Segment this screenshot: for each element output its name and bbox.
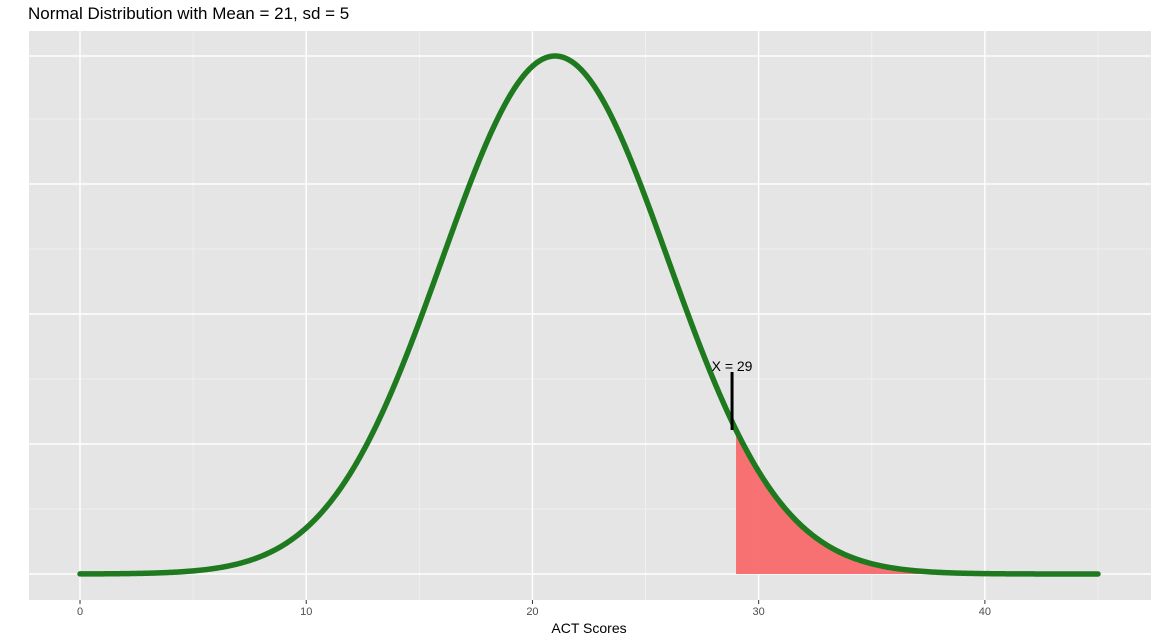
x-axis-title: ACT Scores [551, 620, 626, 636]
density-curve-group [77, 53, 1101, 577]
grid-major [29, 31, 1151, 600]
x-tick-label: 0 [77, 606, 83, 618]
grid-minor [29, 31, 1151, 600]
density-curve [77, 53, 1101, 577]
annotation-group: X = 29 [712, 358, 753, 430]
chart-title: Normal Distribution with Mean = 21, sd =… [28, 4, 350, 23]
x-tick-label: 30 [753, 606, 765, 618]
x-tick-label: 40 [979, 606, 991, 618]
x-tick-label: 20 [526, 606, 538, 618]
x-axis-ticks: 0 10 20 30 40 [77, 600, 991, 618]
x-tick-label: 10 [300, 606, 312, 618]
shaded-tail [736, 429, 1098, 574]
plot-panel [29, 31, 1151, 600]
shaded-area [736, 429, 1098, 574]
annotation-label: X = 29 [712, 358, 753, 374]
